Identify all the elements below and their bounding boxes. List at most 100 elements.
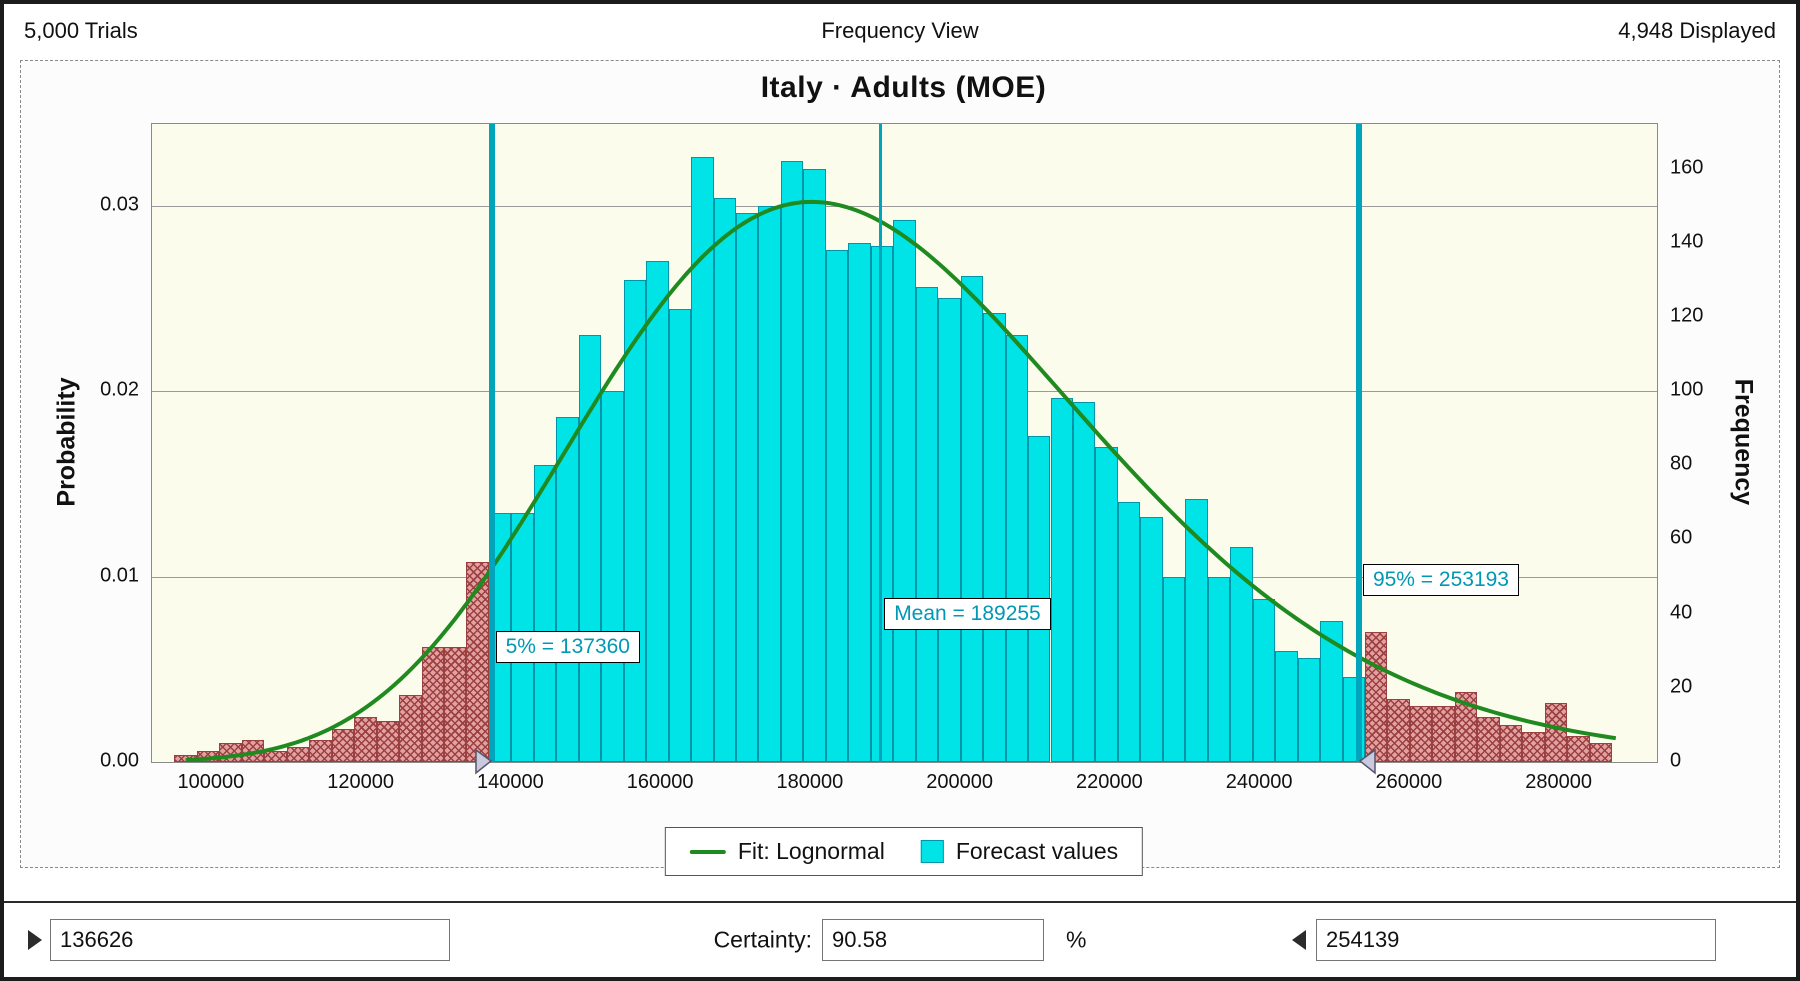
frequency-tick-label: 80: [1670, 452, 1693, 475]
histogram-bar: [803, 168, 826, 762]
histogram-bar-excluded: [174, 754, 197, 762]
histogram-bar-excluded: [1499, 724, 1523, 762]
x-axis-tick-label: 180000: [776, 771, 844, 793]
legend-fit-label: Fit: Lognormal: [737, 838, 885, 864]
histogram-bar: [758, 205, 781, 762]
histogram-bar-excluded: [196, 750, 220, 762]
histogram-bar-excluded: [376, 721, 400, 762]
histogram-bar: [1297, 658, 1321, 762]
x-axis-tick-label: 100000: [177, 771, 245, 793]
histogram-bar-excluded: [1409, 706, 1433, 762]
histogram-bar-excluded: [1522, 732, 1545, 762]
histogram-bar: [1050, 398, 1073, 762]
histogram-bar: [646, 261, 669, 762]
histogram-bar: [1275, 650, 1298, 762]
frequency-tick-label: 60: [1670, 526, 1693, 549]
histogram-bar: [556, 417, 579, 762]
view-title: Frequency View: [821, 18, 979, 43]
frequency-tick-label: 120: [1670, 304, 1704, 327]
probability-tick-label: 0.01: [100, 564, 139, 587]
histogram-bar: [960, 276, 984, 762]
histogram-bar: [578, 335, 602, 762]
histogram-bar: [915, 287, 939, 762]
probability-tick-label: 0.00: [100, 749, 139, 772]
range-max-arrow-icon: [1292, 930, 1306, 950]
histogram-bar: [1252, 598, 1276, 762]
histogram-bar-excluded: [444, 647, 467, 762]
probability-tick-label: 0.02: [100, 378, 139, 401]
histogram-bar-excluded: [354, 717, 377, 762]
chart-panel: Italy · Adults (MOE) Probability Frequen…: [20, 60, 1780, 876]
x-axis-tick-label: 200000: [926, 771, 994, 793]
histogram-bar-excluded: [1387, 698, 1410, 762]
histogram-bar-excluded: [1567, 736, 1590, 762]
histogram-bar-excluded: [286, 747, 310, 762]
histogram-bar: [736, 213, 759, 762]
frequency-tick-label: 100: [1670, 378, 1704, 401]
histogram-bar-excluded: [1544, 702, 1568, 762]
chart-legend: Fit: Lognormal Forecast values: [664, 827, 1144, 876]
histogram-bar: [870, 246, 894, 762]
histogram-bar: [1005, 335, 1029, 762]
x-axis-tick-label: 160000: [626, 771, 694, 793]
frequency-tick-label: 160: [1670, 156, 1704, 178]
header-bar: 5,000 Trials Frequency View 4,948 Displa…: [4, 4, 1796, 56]
histogram-bar: [848, 242, 871, 762]
plot-area: 5% = 137360 Mean = 189255 95% = 253193: [151, 123, 1658, 775]
frequency-tick-label: 20: [1670, 675, 1693, 698]
mean-marker-line: [878, 124, 882, 762]
histogram-bar: [780, 161, 804, 762]
histogram-bar-excluded: [309, 739, 332, 762]
histogram-bar-excluded: [264, 750, 287, 762]
histogram-bar-excluded: [466, 561, 489, 762]
histogram-bar: [1095, 446, 1118, 762]
histogram-bar-excluded: [331, 728, 355, 762]
frequency-tick-label: 0: [1670, 749, 1682, 772]
histogram-bar: [533, 465, 557, 762]
frequency-tick-label: 40: [1670, 601, 1693, 624]
histogram-bar: [938, 298, 961, 762]
histogram-bar: [1207, 576, 1231, 762]
histogram-bar: [825, 250, 849, 762]
histogram-bar-excluded: [1432, 706, 1455, 762]
histogram-bar: [1140, 517, 1163, 762]
trials-count: 5,000 Trials: [24, 18, 138, 43]
histogram-bar-excluded: [399, 695, 422, 762]
y-axis-label-frequency: Frequency: [1729, 378, 1758, 506]
forecast-swatch-icon: [920, 840, 944, 863]
p95-marker-label: 95% = 253193: [1362, 564, 1519, 597]
frequency-tick-label: 140: [1670, 230, 1704, 253]
histogram-bar: [983, 313, 1006, 762]
histogram-bar: [1072, 402, 1096, 762]
controls-bar: Certainty: %: [4, 901, 1796, 977]
histogram-bar: [1230, 546, 1253, 762]
histogram-bar-excluded: [1364, 632, 1388, 762]
legend-item-forecast: Forecast values: [920, 838, 1119, 865]
range-min-input[interactable]: [50, 919, 450, 961]
mean-marker-label: Mean = 189255: [884, 597, 1051, 630]
x-axis-tick-label: 120000: [327, 771, 395, 793]
histogram-bar: [1320, 621, 1343, 762]
probability-tick-label: 0.03: [100, 193, 139, 216]
histogram-bar: [601, 391, 624, 762]
legend-forecast-label: Forecast values: [955, 838, 1119, 864]
displayed-count: 4,948 Displayed: [1618, 18, 1776, 43]
histogram-bar: [691, 157, 714, 762]
histogram-bar-excluded: [1454, 691, 1478, 762]
x-axis-tick-label: 220000: [1076, 771, 1143, 793]
p5-marker-label: 5% = 137360: [495, 631, 640, 663]
histogram-bar: [1162, 576, 1186, 762]
p5-marker-line: [488, 124, 495, 762]
histogram-bar: [1117, 502, 1141, 762]
percent-sign-label: %: [1066, 926, 1087, 953]
left-certainty-grabber[interactable]: [474, 748, 492, 775]
x-axis-tick-label: 140000: [477, 771, 544, 793]
certainty-input[interactable]: [822, 919, 1044, 961]
right-certainty-grabber[interactable]: [1358, 748, 1376, 775]
legend-item-fit: Fit: Lognormal: [689, 838, 885, 865]
histogram-bar: [1185, 498, 1208, 762]
plot-gridline: [152, 205, 1657, 207]
range-max-input[interactable]: [1316, 919, 1716, 961]
x-axis-tick-label: 280000: [1525, 771, 1593, 793]
certainty-label: Certainty:: [713, 926, 812, 953]
